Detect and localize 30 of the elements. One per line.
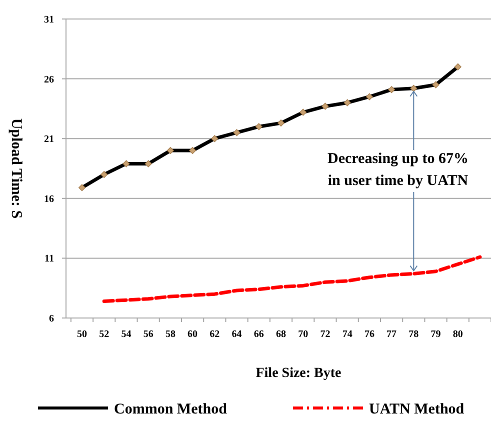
x-tick-label: 68: [276, 329, 286, 340]
x-axis-title: File Size: Byte: [256, 366, 342, 381]
x-tick-label: 77: [386, 329, 397, 340]
x-tick-label: 66: [254, 329, 264, 340]
x-tick-label: 58: [165, 329, 176, 340]
x-tick-label: 74: [342, 329, 352, 340]
x-tick-label: 76: [364, 329, 374, 340]
x-tick-label: 50: [77, 329, 87, 340]
x-tick-label: 70: [298, 329, 308, 340]
x-tick-label: 64: [232, 329, 242, 340]
x-tick-label: 72: [320, 329, 330, 340]
y-axis-title: Upload Time: S: [8, 118, 24, 219]
x-tick-label: 79: [430, 329, 441, 340]
y-tick-label: 16: [44, 194, 54, 205]
y-tick-label: 21: [44, 134, 54, 146]
x-tick-label: 60: [188, 329, 198, 340]
y-tick-label: 6: [49, 314, 54, 324]
x-tick-label: 78: [408, 329, 419, 340]
y-tick-label: 26: [44, 74, 54, 86]
y-tick-label: 31: [44, 14, 54, 26]
x-tick-label: 62: [210, 329, 220, 340]
x-tick-label: 54: [121, 329, 132, 340]
x-tick-label: 56: [143, 329, 154, 340]
annotation: Decreasing up to 67% in user time by UATN: [328, 151, 468, 189]
y-tick-label: 11: [44, 254, 54, 265]
x-tick-label: 80: [452, 329, 463, 340]
legend-label: Common Method: [114, 401, 228, 418]
line-series: [102, 255, 482, 304]
legend-label: UATN Method: [369, 401, 465, 418]
x-tick-label: 52: [99, 329, 110, 340]
